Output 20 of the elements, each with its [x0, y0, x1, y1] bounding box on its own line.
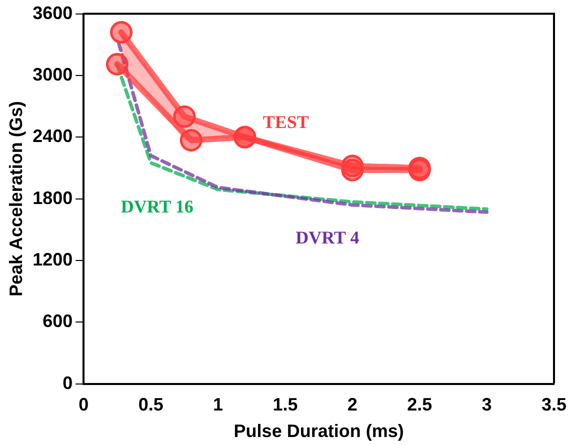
x-tick-label: 0: [78, 394, 89, 415]
y-tick-label: 0: [62, 372, 73, 393]
series-label: DVRT 16: [120, 196, 194, 216]
x-tick-label: 2: [347, 394, 358, 415]
y-axis-title: Peak Acceleration (Gs): [6, 101, 26, 297]
y-tick-label: 3600: [32, 2, 73, 23]
x-tick-label: 1: [213, 394, 224, 415]
x-tick-label: 2.5: [407, 394, 432, 415]
y-tick-label: 3000: [32, 64, 73, 84]
x-tick-label: 3.5: [541, 394, 567, 415]
x-tick-label: 3: [482, 394, 492, 415]
series-label: DVRT 4: [296, 228, 360, 248]
x-tick-label: 1.5: [272, 394, 298, 415]
y-tick-label: 1200: [32, 249, 73, 270]
y-tick-label: 2400: [32, 126, 73, 146]
y-tick-label: 1800: [32, 188, 73, 208]
series-label: TEST: [262, 112, 309, 132]
y-tick-label: 600: [42, 311, 73, 332]
x-axis-title: Pulse Duration (ms): [234, 421, 404, 442]
x-tick-label: 0.5: [138, 394, 164, 415]
